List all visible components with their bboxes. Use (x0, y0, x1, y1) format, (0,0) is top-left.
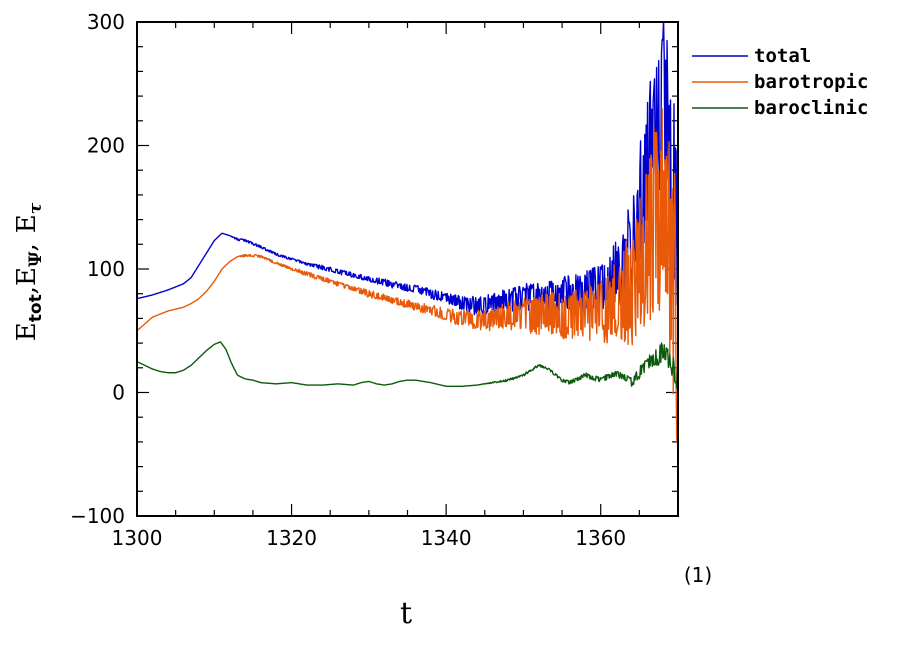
legend: total barotropic baroclinic (692, 45, 868, 119)
y-title-sub2: Ψ (26, 251, 46, 267)
series-lines (137, 21, 678, 444)
x-tick-label: 1340 (421, 526, 472, 550)
series-line-total (137, 21, 678, 317)
x-tick-label: 1360 (575, 526, 626, 550)
y-axis-title: Etot,EΨ,Eτ (12, 202, 46, 341)
tick-labels: 1300 1320 1340 1360 −100 0 100 200 300 (70, 10, 626, 550)
series-line-baroclinic (137, 341, 678, 389)
x-tick-label: 1320 (266, 526, 317, 550)
legend-label-baroclinic: baroclinic (754, 97, 868, 119)
y-title-e1: E (12, 322, 42, 341)
plot-frame (136, 21, 679, 517)
y-tick-label: −100 (70, 504, 125, 528)
x-tick-label: 1300 (112, 526, 163, 550)
y-title-e3: E (12, 214, 42, 233)
x-axis-title: t (400, 596, 412, 631)
y-title-e2: E (12, 267, 42, 286)
y-title-sub3: τ (26, 202, 46, 214)
y-tick-label: 100 (87, 257, 125, 281)
y-title-sub1: tot (26, 294, 46, 322)
y-title-sep2: , (12, 243, 42, 251)
panel-label: (1) (684, 563, 712, 587)
y-tick-label: 200 (87, 134, 125, 158)
y-tick-label: 300 (87, 10, 125, 34)
series-line-barotropic (137, 108, 678, 444)
tick-marks (136, 21, 679, 517)
legend-label-total: total (754, 45, 811, 67)
legend-label-barotropic: barotropic (754, 71, 868, 93)
y-title-sep1: , (12, 286, 42, 294)
y-tick-label: 0 (112, 381, 125, 405)
